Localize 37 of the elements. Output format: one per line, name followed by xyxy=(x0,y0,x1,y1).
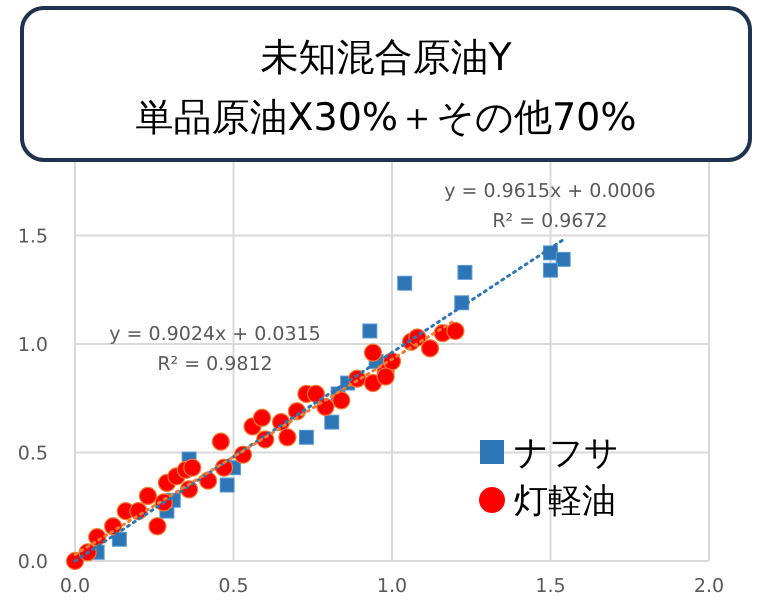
annotation: y = 0.9024x + 0.0315 xyxy=(109,323,321,345)
x-tick-label: 1.5 xyxy=(535,575,566,597)
point xyxy=(420,339,440,358)
chart-title: 未知混合原油Y xyxy=(260,35,512,79)
y-tick-label: 1.5 xyxy=(18,226,48,248)
y-tick-label: 0.5 xyxy=(18,442,48,464)
point xyxy=(397,276,412,291)
point xyxy=(543,262,558,278)
annotation: y = 0.9615x + 0.0006 xyxy=(444,180,656,202)
point xyxy=(376,367,395,386)
annotation: R² = 0.9812 xyxy=(157,353,273,375)
chart-subtitle: 単品原油X30%＋その他70% xyxy=(136,95,636,139)
point xyxy=(556,252,571,267)
x-tick-label: 1.0 xyxy=(376,575,408,597)
legend-label: 灯軽油 xyxy=(514,481,616,521)
point xyxy=(332,391,350,410)
point xyxy=(324,414,340,430)
point xyxy=(252,408,272,427)
x-tick-label: 0.0 xyxy=(60,575,90,597)
x-tick-label: 2.0 xyxy=(694,575,724,597)
point xyxy=(364,344,382,362)
point xyxy=(138,486,158,505)
point xyxy=(298,430,314,445)
x-tick-label: 0.5 xyxy=(218,575,249,597)
point xyxy=(212,432,230,451)
point xyxy=(148,517,167,536)
point xyxy=(446,322,464,340)
y-tick-label: 1.0 xyxy=(18,334,48,356)
point xyxy=(362,323,378,338)
point xyxy=(183,458,202,477)
point xyxy=(278,428,296,446)
legend-label: ナフサ xyxy=(514,433,619,473)
point xyxy=(220,478,235,493)
point xyxy=(457,264,472,280)
point xyxy=(306,384,326,404)
annotation: R² = 0.9672 xyxy=(492,210,608,232)
y-tick-label: 0.0 xyxy=(18,551,48,573)
